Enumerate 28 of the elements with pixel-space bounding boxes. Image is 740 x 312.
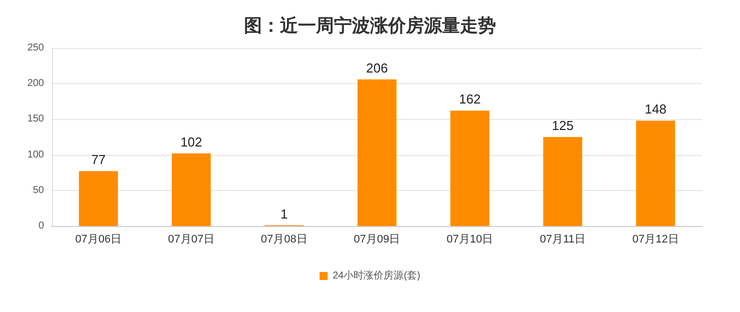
y-tick-label: 150 bbox=[27, 114, 44, 125]
x-tick-label: 07月09日 bbox=[354, 234, 400, 246]
data-label: 125 bbox=[552, 118, 574, 133]
legend-label: 24小时涨价房源(套) bbox=[332, 270, 420, 282]
data-label: 206 bbox=[366, 60, 388, 76]
data-label: 102 bbox=[180, 134, 202, 150]
data-label: 148 bbox=[644, 102, 666, 117]
y-tick-label: 0 bbox=[38, 220, 44, 232]
data-label: 77 bbox=[91, 152, 106, 168]
x-tick-label: 07月12日 bbox=[632, 234, 679, 246]
bar bbox=[358, 79, 396, 226]
bar bbox=[543, 137, 582, 226]
x-tick-label: 07月10日 bbox=[446, 234, 494, 246]
x-tick-label: 07月07日 bbox=[168, 234, 215, 246]
bar bbox=[636, 120, 676, 226]
y-tick-label: 50 bbox=[32, 184, 44, 196]
chart-title: 图：近一周宁波涨价房源量走势 bbox=[244, 16, 496, 36]
bar bbox=[450, 110, 490, 226]
y-tick-label: 100 bbox=[27, 149, 44, 160]
y-tick-label: 200 bbox=[27, 78, 44, 90]
bar bbox=[172, 153, 211, 226]
bar bbox=[78, 171, 118, 226]
x-tick-label: 07月08日 bbox=[260, 234, 308, 246]
x-tick-label: 07月11日 bbox=[540, 234, 586, 246]
data-label: 1 bbox=[280, 206, 288, 222]
data-label: 162 bbox=[459, 92, 481, 107]
x-tick-label: 07月06日 bbox=[75, 234, 122, 246]
y-tick-label: 250 bbox=[27, 42, 44, 54]
